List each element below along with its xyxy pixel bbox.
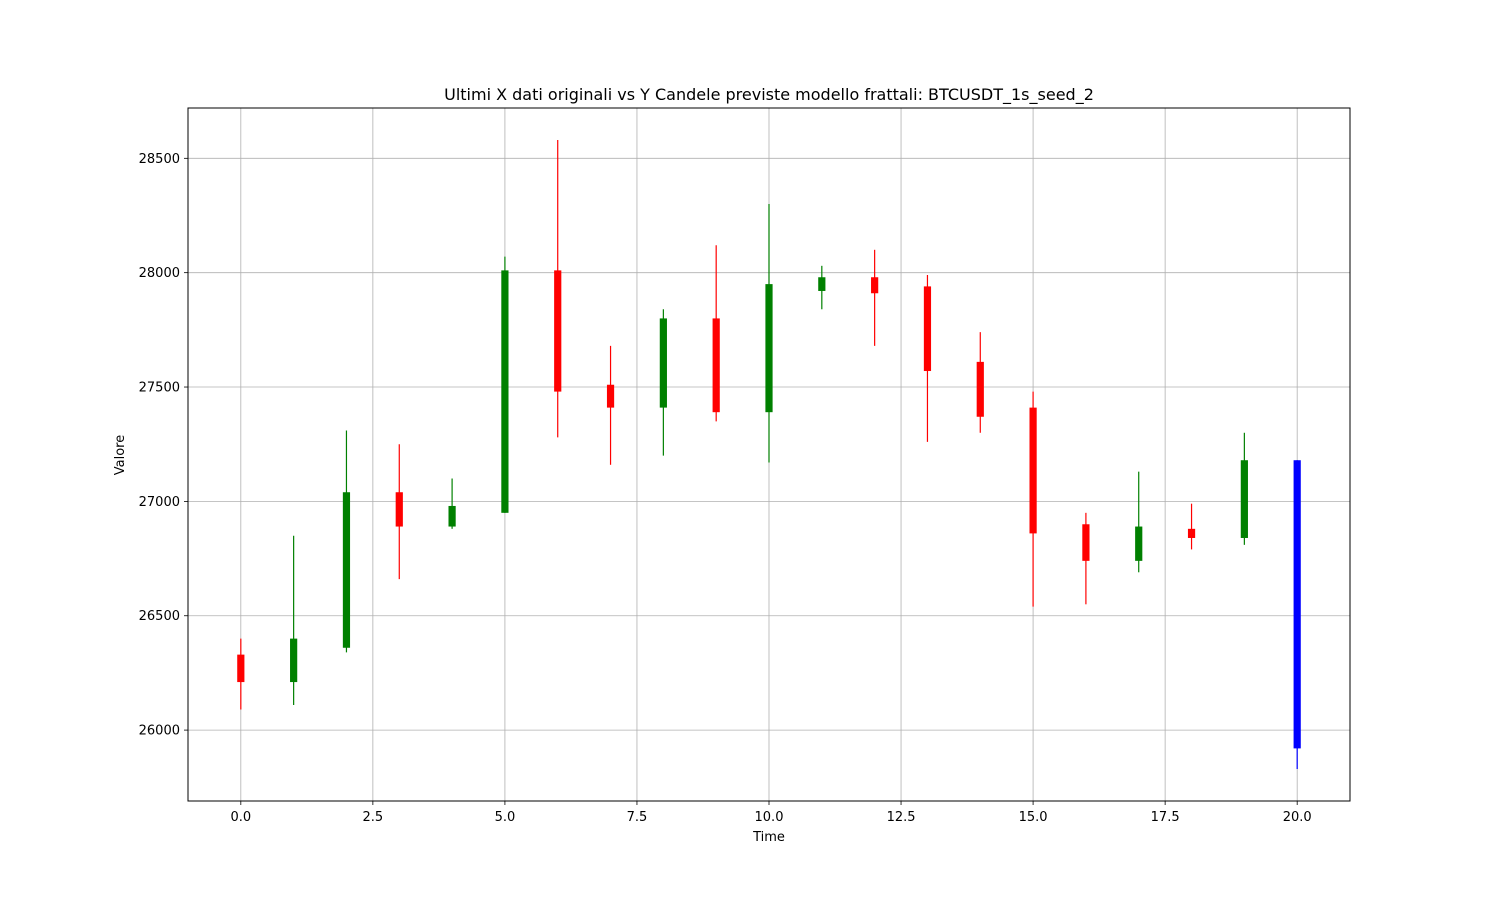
x-tick-label: 5.0 <box>495 810 516 825</box>
candle-body <box>1135 526 1143 561</box>
y-tick-label: 28500 <box>139 152 180 167</box>
candle-body <box>342 492 351 648</box>
x-tick-label: 20.0 <box>1283 810 1312 825</box>
candle-body <box>554 270 562 392</box>
x-axis-label: Time <box>752 830 785 845</box>
x-tick-label: 15.0 <box>1019 810 1048 825</box>
candle-body <box>1240 460 1248 538</box>
x-axis-ticks: 0.0 2.5 5.0 7.5 10.0 12.5 15.0 17.5 20.0 <box>230 801 1312 825</box>
x-tick-label: 0.0 <box>230 810 251 825</box>
x-tick-label: 17.5 <box>1151 810 1180 825</box>
candle-body <box>818 277 826 291</box>
candles <box>237 140 1301 769</box>
y-tick-label: 26000 <box>139 724 180 739</box>
candle-body <box>395 492 403 527</box>
candle-body <box>1082 524 1090 561</box>
y-axis-label: Valore <box>113 435 128 475</box>
candle-body <box>712 318 720 413</box>
x-tick-label: 10.0 <box>755 810 784 825</box>
candle-body <box>659 318 667 408</box>
candle-body <box>290 638 298 683</box>
candle-body <box>237 654 245 683</box>
candle-body <box>871 277 879 294</box>
x-tick-label: 7.5 <box>627 810 648 825</box>
y-tick-label: 26500 <box>139 609 180 624</box>
y-axis-ticks: 26000 26500 27000 27500 28000 28500 <box>139 152 188 739</box>
x-tick-label: 12.5 <box>887 810 916 825</box>
x-tick-label: 2.5 <box>363 810 384 825</box>
candle-body <box>1029 407 1037 534</box>
candle-body <box>923 286 932 372</box>
y-tick-label: 27000 <box>139 495 180 510</box>
candle-body <box>976 361 984 417</box>
candle-body <box>1187 528 1196 538</box>
candle-body <box>1293 460 1301 749</box>
y-tick-label: 27500 <box>139 381 180 396</box>
y-tick-label: 28000 <box>139 266 180 281</box>
candle-body <box>765 284 773 413</box>
candle-body <box>448 505 456 527</box>
chart-title: Ultimi X dati originali vs Y Candele pre… <box>444 85 1094 105</box>
candle-body <box>501 270 509 513</box>
candle-body <box>606 384 615 408</box>
